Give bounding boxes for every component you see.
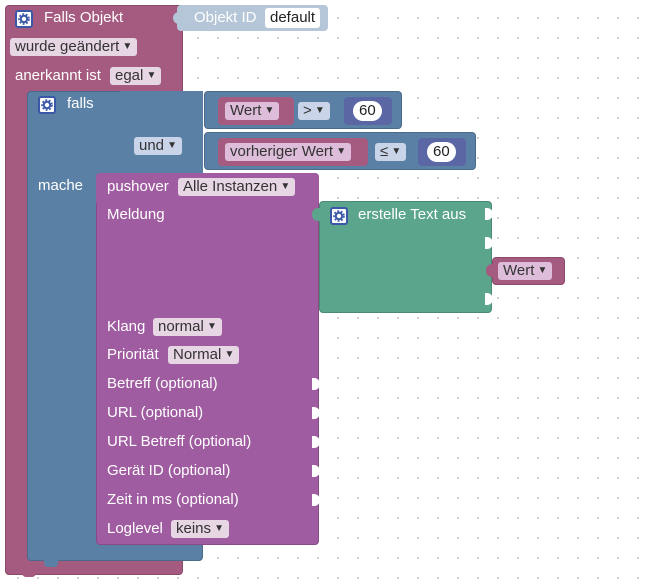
message-label: Meldung <box>107 206 165 223</box>
url-input-socket[interactable] <box>312 407 320 419</box>
cond1-value-field[interactable]: 60 <box>353 101 382 121</box>
device-input-socket[interactable] <box>312 465 320 477</box>
instance-dropdown[interactable]: Alle Instanzen ▼ <box>178 178 296 196</box>
if-label: falls <box>67 95 94 112</box>
text-join-gear-icon[interactable] <box>330 207 348 225</box>
chevron-down-icon: ▼ <box>537 265 548 276</box>
object-id-field[interactable]: default <box>265 8 321 28</box>
cond1-var-dropdown[interactable]: Wert ▼ <box>225 102 280 120</box>
url-title-label: URL Betreff (optional) <box>107 433 252 450</box>
sound-dropdown-label: normal <box>158 318 204 335</box>
priority-dropdown[interactable]: Normal ▼ <box>168 346 240 364</box>
cond2-op-label: ≤ <box>380 143 389 160</box>
chevron-down-icon: ▼ <box>391 146 402 157</box>
cond2-var-dropdown[interactable]: vorheriger Wert ▼ <box>225 143 352 161</box>
cond2-value-field[interactable]: 60 <box>427 142 456 162</box>
loglevel-label: Loglevel <box>107 520 163 537</box>
text-item-dropdown[interactable]: Wert ▼ <box>498 262 553 280</box>
text-join-socket-4[interactable] <box>485 293 493 305</box>
if-gear-icon[interactable] <box>38 96 56 114</box>
cond1-op-dropdown[interactable]: > ▼ <box>298 102 330 120</box>
time-input-socket[interactable] <box>312 494 320 506</box>
cond2-var-label: vorheriger Wert <box>230 143 334 160</box>
chevron-down-icon: ▼ <box>264 105 275 116</box>
device-label: Gerät ID (optional) <box>107 462 231 479</box>
logic-op-label: und <box>139 137 165 154</box>
ack-label: anerkannt ist <box>15 67 101 84</box>
chevron-down-icon: ▼ <box>224 349 235 360</box>
instance-dropdown-label: Alle Instanzen <box>183 178 278 195</box>
ack-dropdown[interactable]: egal ▼ <box>110 67 162 85</box>
chevron-down-icon: ▼ <box>146 70 157 81</box>
cond2-op-dropdown[interactable]: ≤ ▼ <box>375 143 407 161</box>
cond1-var-label: Wert <box>230 102 262 119</box>
chevron-down-icon: ▼ <box>214 523 225 534</box>
changed-dropdown-label: wurde geändert <box>15 38 120 55</box>
trigger-bottom-tab <box>22 570 36 577</box>
do-label: mache <box>38 177 84 194</box>
if-header-extension <box>120 91 203 173</box>
chevron-down-icon: ▼ <box>314 105 325 116</box>
time-label: Zeit in ms (optional) <box>107 491 239 508</box>
chevron-down-icon: ▼ <box>122 41 133 52</box>
subject-input-socket[interactable] <box>312 378 320 390</box>
sound-label: Klang <box>107 318 146 335</box>
chevron-down-icon: ▼ <box>280 181 291 192</box>
subject-label: Betreff (optional) <box>107 375 218 392</box>
object-id-connector <box>173 12 181 24</box>
text-join-label: erstelle Text aus <box>358 206 467 223</box>
if-bottom-tab <box>44 560 58 567</box>
text-join-socket-2[interactable] <box>485 237 493 249</box>
url-label: URL (optional) <box>107 404 204 421</box>
chevron-down-icon: ▼ <box>336 146 347 157</box>
priority-dropdown-label: Normal <box>173 346 222 363</box>
sound-dropdown[interactable]: normal ▼ <box>153 318 222 336</box>
priority-label: Priorität <box>107 346 159 363</box>
loglevel-dropdown[interactable]: keins ▼ <box>171 520 230 538</box>
text-join-socket-1[interactable] <box>485 208 493 220</box>
loglevel-dropdown-label: keins <box>176 520 212 537</box>
object-id-label: Objekt ID <box>194 9 257 26</box>
trigger-gear-icon[interactable] <box>15 10 33 28</box>
chevron-down-icon: ▼ <box>206 321 217 332</box>
pushover-label: pushover <box>107 178 169 195</box>
trigger-title: Falls Objekt <box>44 9 124 26</box>
ack-dropdown-label: egal <box>115 67 144 84</box>
changed-dropdown[interactable]: wurde geändert ▼ <box>10 38 138 56</box>
logic-op-dropdown[interactable]: und ▼ <box>134 137 183 155</box>
text-join-connector <box>312 208 321 221</box>
chevron-down-icon: ▼ <box>167 140 178 151</box>
text-item-label: Wert <box>503 262 535 279</box>
text-item-connector <box>486 264 494 277</box>
cond1-op-label: > <box>303 102 312 119</box>
url-title-input-socket[interactable] <box>312 436 320 448</box>
